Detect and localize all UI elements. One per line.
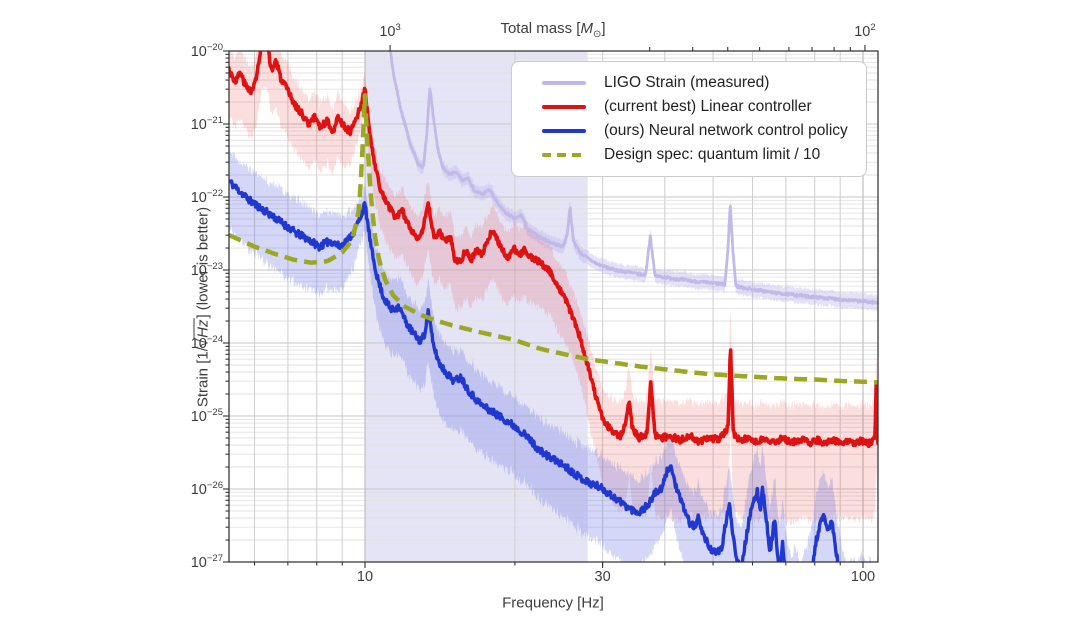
legend-label: LIGO Strain (measured) — [604, 74, 770, 91]
linear-controller-uncertainty-band — [229, 51, 878, 526]
legend-label: (current best) Linear controller — [604, 98, 812, 115]
linear-controller-line — [229, 51, 878, 449]
neural-network-policy-uncertainty-band — [229, 149, 878, 562]
legend-item-3: Design spec: quantum limit / 10 — [542, 143, 856, 167]
legend-line-sample — [542, 81, 586, 85]
ligo-strain-line — [388, 51, 878, 305]
legend-line-sample — [542, 153, 586, 157]
legend-item-2: (ours) Neural network control policy — [542, 119, 856, 143]
legend-item-0: LIGO Strain (measured) — [542, 71, 856, 95]
series-layer — [229, 51, 878, 562]
legend: LIGO Strain (measured) (current best) Lin… — [511, 61, 867, 177]
grid — [229, 50, 878, 563]
legend-line-sample — [542, 105, 586, 109]
legend-line-sample — [542, 129, 586, 133]
axes-frame — [223, 45, 879, 568]
legend-item-1: (current best) Linear controller — [542, 95, 856, 119]
neural-network-policy-line — [229, 179, 840, 562]
legend-label: (ours) Neural network control policy — [604, 122, 848, 139]
legend-label: Design spec: quantum limit / 10 — [604, 146, 821, 163]
